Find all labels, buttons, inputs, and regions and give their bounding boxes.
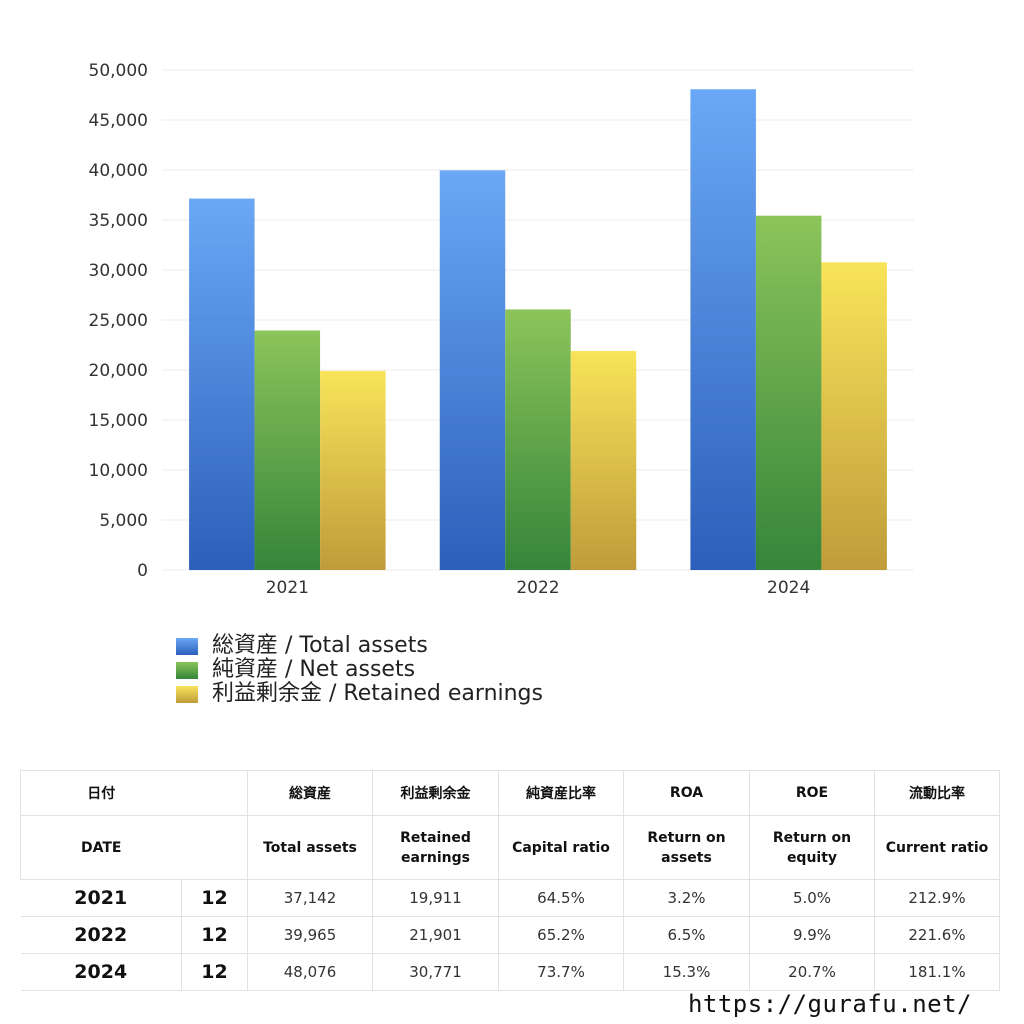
bar-net-assets — [755, 215, 822, 570]
bar-chart: 0 5,000 10,000 15,000 20,000 25,000 30,000 35,0… — [89, 61, 914, 598]
header-blank-en — [181, 815, 248, 880]
row-roe: 9.9% — [749, 916, 875, 954]
row-roa: 15.3% — [623, 953, 750, 991]
row-capital-ratio: 73.7% — [498, 953, 624, 991]
y-tick-label: 45,000 — [89, 111, 148, 131]
row-month: 12 — [181, 879, 248, 917]
site-url[interactable]: https://gurafu.net/ — [687, 990, 972, 1018]
legend-label-net-assets: 純資産 / Net assets — [212, 657, 416, 682]
table-header-en: DATE Total assets Retained earnings Capi… — [20, 815, 1000, 880]
x-axis: 2021 2022 2024 — [266, 578, 811, 598]
header-date-en: DATE — [20, 815, 182, 880]
bar-net-assets — [254, 330, 321, 570]
row-retained: 19,911 — [372, 879, 499, 917]
row-year: 2024 — [20, 953, 182, 991]
financial-table: 日付 総資産 利益剰余金 純資産比率 ROA ROE 流動比率 DATE Tot… — [20, 770, 1000, 991]
row-total-assets: 48,076 — [247, 953, 373, 991]
bar-retained-earnings — [570, 350, 637, 570]
header-current-ratio-jp: 流動比率 — [874, 770, 1000, 816]
y-tick-label: 35,000 — [89, 211, 148, 231]
table-header-jp: 日付 総資産 利益剰余金 純資産比率 ROA ROE 流動比率 — [20, 770, 1000, 816]
y-tick-label: 0 — [137, 561, 148, 581]
row-current-ratio: 181.1% — [874, 953, 1000, 991]
bar-total-assets — [439, 170, 506, 570]
header-retained-en: Retained earnings — [372, 815, 499, 880]
row-current-ratio: 221.6% — [874, 916, 1000, 954]
header-capital-ratio-en: Capital ratio — [498, 815, 624, 880]
bar-total-assets — [690, 89, 756, 571]
y-tick-label: 25,000 — [89, 311, 148, 331]
bar-net-assets — [505, 309, 571, 570]
header-blank — [181, 770, 248, 816]
bars — [189, 89, 887, 571]
y-tick-label: 5,000 — [99, 511, 148, 531]
row-roa: 3.2% — [623, 879, 750, 917]
header-roa-en: Return on assets — [623, 815, 750, 880]
x-tick-label: 2022 — [516, 578, 559, 598]
legend-swatch-retained-earnings — [176, 685, 198, 703]
legend: 総資産 / Total assets 純資産 / Net assets 利益剰余… — [176, 634, 543, 706]
legend-label-retained-earnings: 利益剰余金 / Retained earnings — [212, 681, 543, 706]
header-roe-jp: ROE — [749, 770, 875, 816]
row-capital-ratio: 64.5% — [498, 879, 624, 917]
bar-retained-earnings — [821, 262, 887, 570]
y-axis: 0 5,000 10,000 15,000 20,000 25,000 30,000 35,0… — [89, 61, 148, 581]
row-retained: 21,901 — [372, 916, 499, 954]
row-year: 2022 — [20, 916, 182, 954]
row-retained: 30,771 — [372, 953, 499, 991]
y-tick-label: 20,000 — [89, 361, 148, 381]
table-row: 2022 12 39,965 21,901 65.2% 6.5% 9.9% 22… — [20, 916, 1000, 954]
legend-swatch-net-assets — [176, 661, 198, 679]
y-tick-label: 10,000 — [89, 461, 148, 481]
table-row: 2021 12 37,142 19,911 64.5% 3.2% 5.0% 21… — [20, 879, 1000, 917]
header-current-ratio-en: Current ratio — [874, 815, 1000, 880]
x-tick-label: 2024 — [767, 578, 810, 598]
legend-item-retained-earnings: 利益剰余金 / Retained earnings — [176, 682, 543, 706]
row-roe: 5.0% — [749, 879, 875, 917]
row-roe: 20.7% — [749, 953, 875, 991]
y-tick-label: 50,000 — [89, 61, 148, 81]
row-total-assets: 39,965 — [247, 916, 373, 954]
header-roe-en: Return on equity — [749, 815, 875, 880]
row-capital-ratio: 65.2% — [498, 916, 624, 954]
header-capital-ratio-jp: 純資産比率 — [498, 770, 624, 816]
y-tick-label: 30,000 — [89, 261, 148, 281]
header-roa-jp: ROA — [623, 770, 750, 816]
y-tick-label: 15,000 — [89, 411, 148, 431]
bar-retained-earnings — [320, 370, 386, 570]
table-row: 2024 12 48,076 30,771 73.7% 15.3% 20.7% … — [20, 953, 1000, 991]
row-year: 2021 — [20, 879, 182, 917]
legend-item-net-assets: 純資産 / Net assets — [176, 658, 543, 682]
header-total-assets-en: Total assets — [247, 815, 373, 880]
legend-swatch-total-assets — [176, 637, 198, 655]
row-roa: 6.5% — [623, 916, 750, 954]
header-date-jp: 日付 — [20, 770, 182, 816]
row-month: 12 — [181, 953, 248, 991]
legend-item-total-assets: 総資産 / Total assets — [176, 634, 543, 658]
x-tick-label: 2021 — [266, 578, 309, 598]
y-tick-label: 40,000 — [89, 161, 148, 181]
row-total-assets: 37,142 — [247, 879, 373, 917]
legend-label-total-assets: 総資産 / Total assets — [212, 633, 428, 658]
header-retained-jp: 利益剰余金 — [372, 770, 499, 816]
bar-total-assets — [189, 198, 255, 570]
row-month: 12 — [181, 916, 248, 954]
header-total-assets-jp: 総資産 — [247, 770, 373, 816]
row-current-ratio: 212.9% — [874, 879, 1000, 917]
